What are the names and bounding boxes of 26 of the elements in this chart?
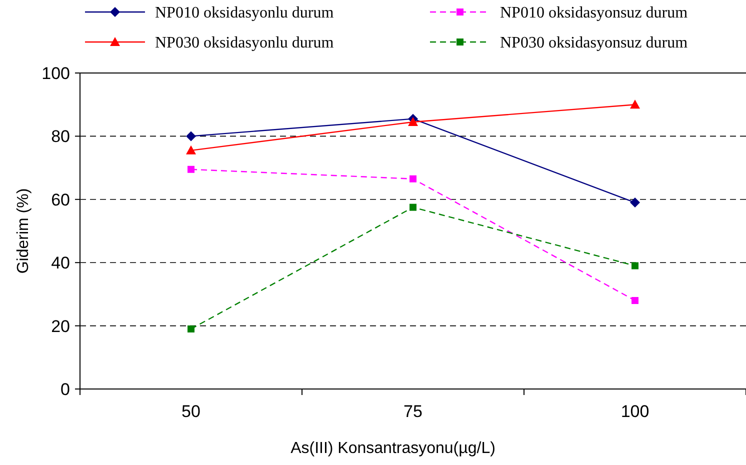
legend-label: NP010 oksidasyonlu durum xyxy=(155,4,334,22)
y-tick-label: 100 xyxy=(42,64,70,83)
point xyxy=(188,166,194,173)
point xyxy=(632,262,638,270)
point xyxy=(408,116,418,126)
point xyxy=(632,297,638,304)
point xyxy=(630,198,640,208)
point xyxy=(410,175,416,182)
y-tick-label: 60 xyxy=(51,190,70,210)
y-tick-label: 20 xyxy=(51,316,70,336)
point xyxy=(410,204,416,211)
x-tick-label: 50 xyxy=(182,402,200,421)
y-tick-label: 80 xyxy=(51,127,70,146)
legend-label: NP010 oksidasyonsuz durum xyxy=(500,4,688,22)
point xyxy=(630,100,640,109)
legend-label: NP030 oksidasyonlu durum xyxy=(155,34,334,52)
point xyxy=(186,145,196,154)
y-tick-label: 0 xyxy=(60,380,70,399)
x-tick-label: 75 xyxy=(404,402,422,421)
y-axis-title: Giderim (%) xyxy=(15,188,32,274)
point xyxy=(188,325,194,332)
x-tick-label: 100 xyxy=(620,402,650,421)
x-axis-title: As(III) Konsantrasyonu(µg/L) xyxy=(290,440,496,457)
y-tick-label: 40 xyxy=(51,254,70,273)
legend-label: NP030 oksidasyonsuz durum xyxy=(500,34,688,52)
point xyxy=(186,131,196,142)
